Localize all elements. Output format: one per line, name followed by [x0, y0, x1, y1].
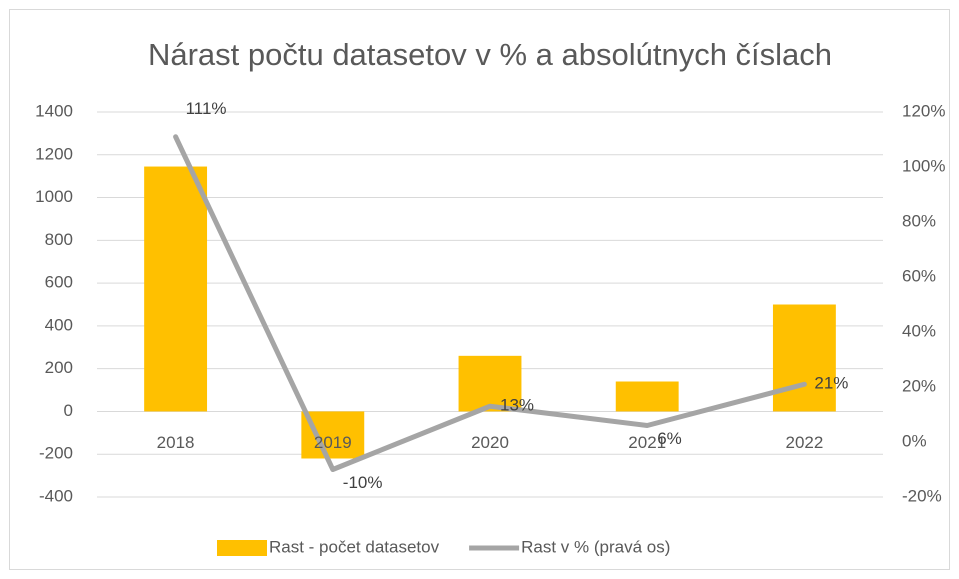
y2-tick-label: 80% [902, 211, 936, 230]
data-label: 21% [814, 374, 848, 393]
bar [144, 166, 208, 412]
bar [615, 381, 679, 412]
y-tick-label: 600 [45, 273, 73, 292]
y-tick-label: 1200 [35, 144, 73, 163]
data-label: -10% [343, 473, 383, 492]
x-tick-label: 2018 [157, 433, 195, 452]
y-tick-label: 1400 [35, 101, 73, 120]
x-tick-label: 2021 [628, 433, 666, 452]
data-label: 13% [500, 396, 534, 415]
data-label: 6% [657, 429, 682, 448]
y-tick-label: -400 [39, 486, 73, 505]
data-label: 111% [186, 99, 227, 118]
line [173, 134, 807, 472]
y2-tick-label: 120% [902, 101, 945, 120]
y-tick-label: 200 [45, 358, 73, 377]
bar [772, 304, 836, 412]
y2-tick-label: 40% [902, 321, 936, 340]
y-tick-label: 1000 [35, 187, 73, 206]
x-tick-label: 2020 [471, 433, 509, 452]
y-tick-label: 0 [64, 401, 73, 420]
y2-tick-label: 20% [902, 376, 936, 395]
y-tick-label: 800 [45, 230, 73, 249]
y2-tick-label: 0% [902, 431, 927, 450]
legend-label: Rast v % (pravá os) [521, 537, 670, 556]
y2-tick-label: 100% [902, 156, 945, 175]
bar [458, 355, 522, 412]
chart-title: Nárast počtu datasetov v % a absolútnych… [148, 37, 832, 72]
y2-tick-label: -20% [902, 486, 942, 505]
y2-tick-label: 60% [902, 266, 936, 285]
y-tick-label: 400 [45, 315, 73, 334]
legend-label: Rast - počet datasetov [269, 537, 440, 556]
y-tick-label: -200 [39, 444, 73, 463]
legend-swatch [217, 540, 267, 556]
x-tick-label: 2019 [314, 433, 352, 452]
x-tick-label: 2022 [785, 433, 823, 452]
